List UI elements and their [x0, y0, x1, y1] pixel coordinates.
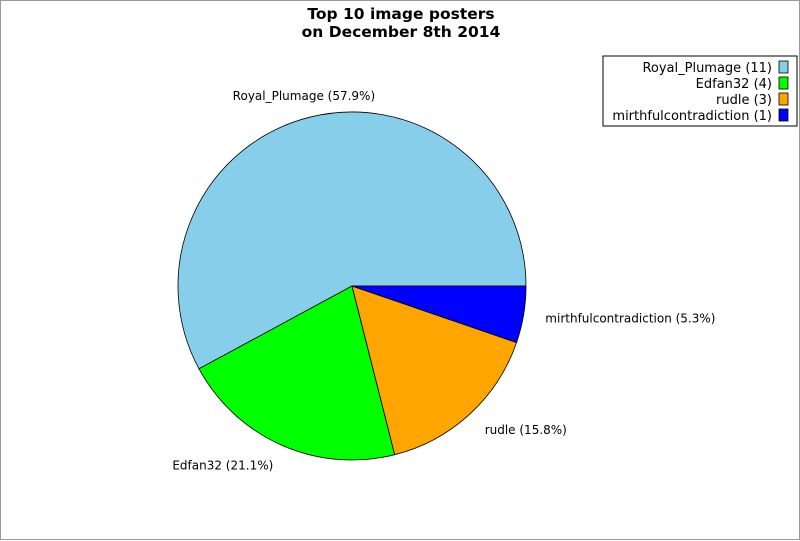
- legend-box: [602, 55, 798, 127]
- slice-label-rudle: rudle (15.8%): [485, 423, 567, 437]
- pie-slice-royal-plumage: [177, 111, 527, 370]
- legend-label-edfan32: Edfan32 (4): [696, 77, 772, 92]
- pie-slice-edfan32: [198, 285, 396, 461]
- legend-label-rudle: rudle (3): [716, 93, 772, 108]
- legend-swatch-rudle: [778, 92, 789, 106]
- pie-slices: [177, 111, 527, 461]
- slice-labels: Royal_Plumage (57.9%) Edfan32 (21.1%) rudl…: [172, 89, 715, 473]
- pie-slice-rudle: [351, 285, 518, 456]
- chart-subtitle: on December 8th 2014: [302, 23, 501, 41]
- chart-title: Top 10 image posters: [307, 5, 494, 23]
- legend-label-mirthfulcontradiction: mirthfulcontradiction (1): [612, 109, 772, 124]
- legend: Royal_Plumage (11)Edfan32 (4)rudle (3)mi…: [602, 55, 798, 127]
- legend-swatch-mirthfulcontradiction: [778, 108, 789, 122]
- slice-label-mirthfulcontradiction: mirthfulcontradiction (5.3%): [545, 311, 715, 325]
- legend-swatch-edfan32: [778, 76, 789, 90]
- legend-swatch-royal-plumage: [778, 60, 789, 74]
- slice-label-royal-plumage: Royal_Plumage (57.9%): [233, 89, 375, 103]
- legend-label-royal-plumage: Royal_Plumage (11): [642, 61, 772, 76]
- slice-label-edfan32: Edfan32 (21.1%): [172, 459, 273, 473]
- pie-slice-mirthfulcontradiction: [351, 285, 527, 344]
